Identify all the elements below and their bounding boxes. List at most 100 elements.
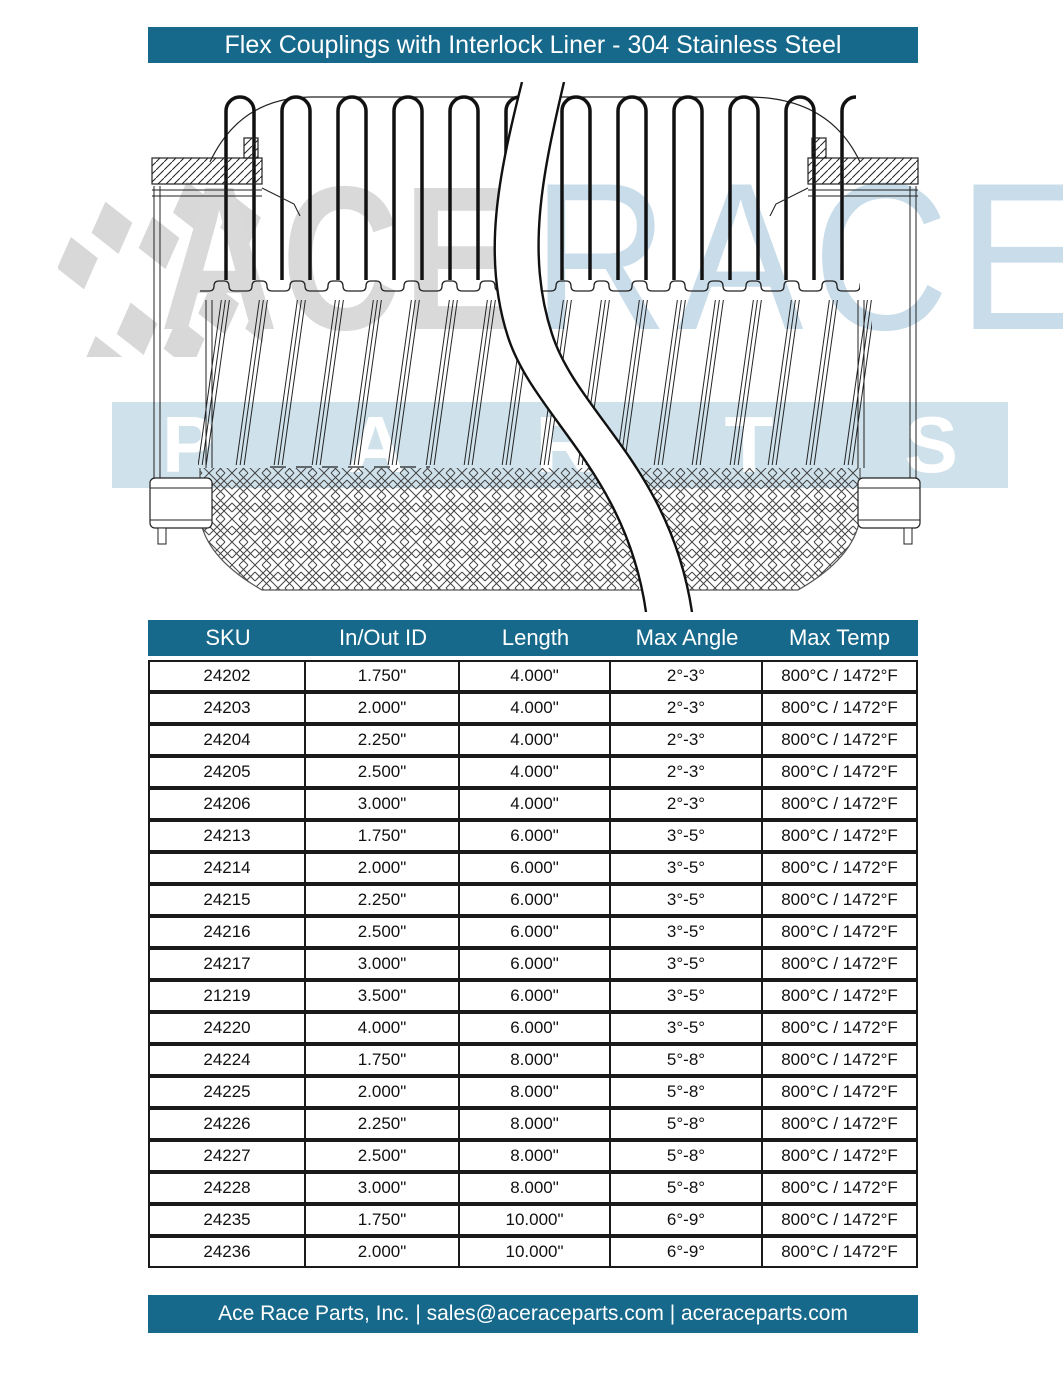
header-cell-inout-id: In/Out ID	[338, 625, 428, 650]
table-cell: 2.500"	[306, 918, 460, 946]
table-cell: 1.750"	[306, 1046, 460, 1074]
table-cell: 2°-3°	[611, 790, 763, 818]
table-cell: 24213	[150, 822, 306, 850]
table-cell: 5°-8°	[611, 1110, 763, 1138]
table-cell: 3°-5°	[611, 950, 763, 978]
table-cell: 24216	[150, 918, 306, 946]
table-cell: 1.750"	[306, 1206, 460, 1234]
table-cell: 24220	[150, 1014, 306, 1042]
table-cell: 3°-5°	[611, 918, 763, 946]
table-cell: 800°C / 1472°F	[781, 1082, 898, 1101]
table-cell: 800°C / 1472°F	[781, 1114, 898, 1133]
table-cell: 24203	[150, 694, 306, 722]
table-cell: 2.000"	[306, 854, 460, 882]
table-row: 24236 2.000" 10.000" 6°-9° 800°C / 1472°F	[148, 1236, 918, 1268]
table-cell: 6.000"	[460, 854, 611, 882]
table-cell: 800°C / 1472°F	[781, 1050, 898, 1069]
table-cell: 2.000"	[306, 1078, 460, 1106]
table-cell: 10.000"	[460, 1238, 611, 1266]
table-cell: 3.000"	[306, 950, 460, 978]
table-cell: 6.000"	[460, 886, 611, 914]
table-cell: 3.500"	[306, 982, 460, 1010]
table-row: 24214 2.000" 6.000" 3°-5° 800°C / 1472°F	[148, 852, 918, 884]
table-cell: 1.750"	[306, 822, 460, 850]
table-row: 24225 2.000" 8.000" 5°-8° 800°C / 1472°F	[148, 1076, 918, 1108]
table-cell: 3°-5°	[611, 1014, 763, 1042]
table-cell: 24217	[150, 950, 306, 978]
table-cell: 6.000"	[460, 982, 611, 1010]
table-row: 24205 2.500" 4.000" 2°-3° 800°C / 1472°F	[148, 756, 918, 788]
table-cell: 2°-3°	[611, 758, 763, 786]
table-cell: 2.250"	[306, 886, 460, 914]
table-cell: 5°-8°	[611, 1078, 763, 1106]
table-cell: 4.000"	[460, 790, 611, 818]
table-cell: 24215	[150, 886, 306, 914]
spec-table: SKU In/Out ID Length Max Angle Max Temp …	[148, 620, 918, 1268]
table-cell: 4.000"	[460, 726, 611, 754]
table-row: 24217 3.000" 6.000" 3°-5° 800°C / 1472°F	[148, 948, 918, 980]
table-cell: 2.500"	[306, 758, 460, 786]
table-cell: 24236	[150, 1238, 306, 1266]
table-cell: 800°C / 1472°F	[781, 666, 898, 685]
table-cell: 2.250"	[306, 1110, 460, 1138]
table-cell: 4.000"	[306, 1014, 460, 1042]
table-cell: 24204	[150, 726, 306, 754]
page-title-text: Flex Couplings with Interlock Liner - 30…	[224, 30, 842, 59]
table-cell: 5°-8°	[611, 1142, 763, 1170]
table-row: 24224 1.750" 8.000" 5°-8° 800°C / 1472°F	[148, 1044, 918, 1076]
table-cell: 8.000"	[460, 1046, 611, 1074]
table-row: 24228 3.000" 8.000" 5°-8° 800°C / 1472°F	[148, 1172, 918, 1204]
table-row: 24204 2.250" 4.000" 2°-3° 800°C / 1472°F	[148, 724, 918, 756]
footer-text: Ace Race Parts, Inc. | sales@aceracepart…	[218, 1302, 848, 1325]
table-cell: 6.000"	[460, 950, 611, 978]
page-title: Flex Couplings with Interlock Liner - 30…	[148, 27, 918, 63]
table-cell: 24202	[150, 662, 306, 690]
table-cell: 21219	[150, 982, 306, 1010]
table-row: 24206 3.000" 4.000" 2°-3° 800°C / 1472°F	[148, 788, 918, 820]
table-cell: 4.000"	[460, 758, 611, 786]
header-cell-length: Length	[501, 625, 570, 650]
table-cell: 24226	[150, 1110, 306, 1138]
table-cell: 6.000"	[460, 822, 611, 850]
table-cell: 3°-5°	[611, 822, 763, 850]
table-cell: 4.000"	[460, 662, 611, 690]
table-cell: 10.000"	[460, 1206, 611, 1234]
table-cell: 800°C / 1472°F	[781, 986, 898, 1005]
table-cell: 800°C / 1472°F	[781, 922, 898, 941]
flex-coupling-diagram	[149, 82, 921, 612]
table-cell: 24227	[150, 1142, 306, 1170]
table-cell: 2°-3°	[611, 662, 763, 690]
table-cell: 24214	[150, 854, 306, 882]
table-cell: 800°C / 1472°F	[781, 858, 898, 877]
table-cell: 6°-9°	[611, 1238, 763, 1266]
table-cell: 2.500"	[306, 1142, 460, 1170]
table-cell: 24206	[150, 790, 306, 818]
table-cell: 800°C / 1472°F	[781, 1242, 898, 1261]
table-cell: 8.000"	[460, 1174, 611, 1202]
footer-bar: Ace Race Parts, Inc. | sales@aceracepart…	[148, 1295, 918, 1333]
table-cell: 6°-9°	[611, 1206, 763, 1234]
table-cell: 800°C / 1472°F	[781, 762, 898, 781]
table-cell: 8.000"	[460, 1110, 611, 1138]
table-row: 21219 3.500" 6.000" 3°-5° 800°C / 1472°F	[148, 980, 918, 1012]
table-cell: 800°C / 1472°F	[781, 1178, 898, 1197]
table-cell: 800°C / 1472°F	[781, 1210, 898, 1229]
table-cell: 800°C / 1472°F	[781, 954, 898, 973]
table-cell: 24235	[150, 1206, 306, 1234]
table-cell: 2°-3°	[611, 694, 763, 722]
table-cell: 800°C / 1472°F	[781, 698, 898, 717]
table-row: 24216 2.500" 6.000" 3°-5° 800°C / 1472°F	[148, 916, 918, 948]
table-cell: 800°C / 1472°F	[781, 826, 898, 845]
table-header-row: SKU In/Out ID Length Max Angle Max Temp	[148, 620, 918, 656]
table-cell: 3°-5°	[611, 886, 763, 914]
table-cell: 3°-5°	[611, 854, 763, 882]
table-cell: 24228	[150, 1174, 306, 1202]
table-cell: 3.000"	[306, 790, 460, 818]
header-cell-max-angle: Max Angle	[635, 625, 739, 650]
table-cell: 24225	[150, 1078, 306, 1106]
table-cell: 8.000"	[460, 1142, 611, 1170]
table-cell: 3°-5°	[611, 982, 763, 1010]
table-row: 24226 2.250" 8.000" 5°-8° 800°C / 1472°F	[148, 1108, 918, 1140]
table-body: 24202 1.750" 4.000" 2°-3° 800°C / 1472°F 2420…	[148, 660, 918, 1268]
table-row: 24203 2.000" 4.000" 2°-3° 800°C / 1472°F	[148, 692, 918, 724]
